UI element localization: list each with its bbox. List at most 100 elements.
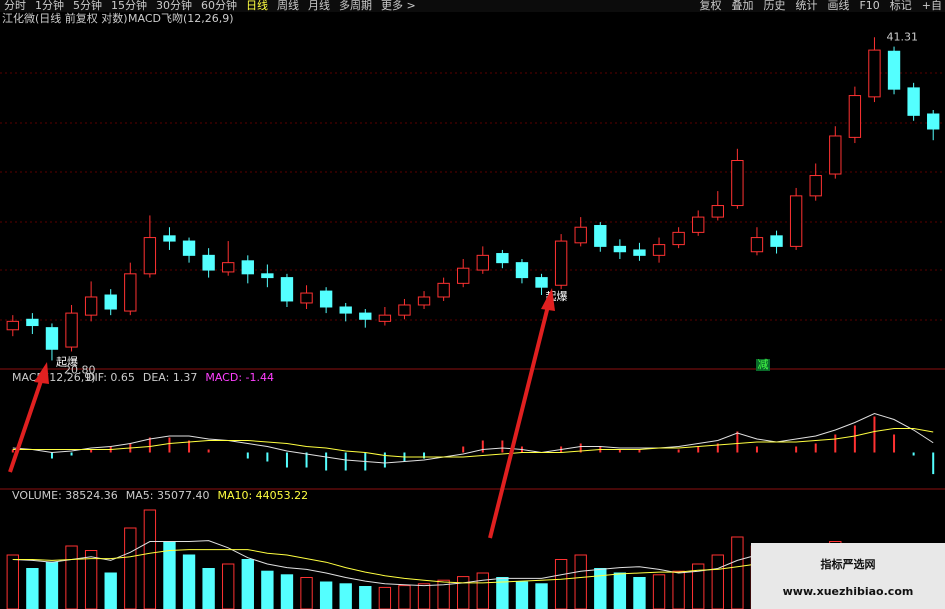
low-price-label: 20.80: [64, 363, 95, 376]
volume-bar: [319, 581, 333, 609]
volume-bar: [652, 574, 666, 609]
volume-bar: [535, 583, 548, 609]
stock-title: 江化微(日线 前复权 对数): [2, 11, 128, 25]
candle-body: [476, 254, 489, 271]
candle-body: [789, 195, 803, 247]
candle-body: [280, 277, 294, 302]
candle-body: [887, 50, 901, 90]
candle-body: [398, 304, 411, 316]
volume-bar: [202, 568, 215, 609]
candle-body: [613, 245, 627, 253]
volume-bar: [45, 561, 59, 609]
candle-body: [829, 135, 842, 175]
high-price-label: 41.31: [886, 30, 918, 43]
candle-body: [770, 235, 783, 247]
candle-body: [535, 277, 548, 288]
candle-body: [124, 273, 137, 312]
toolbar-button[interactable]: 复权: [699, 0, 721, 12]
dea-line: [12, 428, 934, 458]
candle-body: [457, 267, 470, 284]
toolbar-tab[interactable]: 30分钟: [156, 0, 192, 12]
toolbar-tab[interactable]: 多周期: [339, 0, 372, 12]
candle-body: [652, 244, 666, 256]
toolbar-tab[interactable]: 5分钟: [73, 0, 102, 12]
volume-bar: [241, 559, 254, 609]
volume-bar: [476, 572, 489, 609]
candle-body: [496, 253, 509, 264]
candle-body: [300, 292, 313, 304]
watermark-box: [751, 543, 945, 609]
candle-body: [359, 312, 372, 320]
candle-body: [65, 312, 78, 348]
toolbar-button[interactable]: 统计: [795, 0, 817, 12]
candle-body: [202, 254, 215, 271]
toolbar-tab[interactable]: 月线: [308, 0, 330, 12]
volume-bar: [496, 577, 509, 609]
volume-bar: [457, 576, 470, 609]
volume-bar: [104, 572, 117, 609]
volume-bar: [378, 586, 392, 609]
candle-body: [711, 205, 724, 218]
volume-bar: [84, 550, 98, 609]
volume-bar: [182, 554, 196, 609]
volume-bar: [574, 554, 587, 609]
toolbar-tab[interactable]: 60分钟: [201, 0, 237, 12]
candle-body: [848, 95, 862, 138]
candle-body: [45, 327, 59, 350]
toolbar-button[interactable]: 历史: [763, 0, 785, 12]
candle-body: [6, 320, 19, 331]
volume-bar: [339, 583, 352, 609]
candle-body: [554, 240, 568, 286]
reduce-label: 减: [758, 358, 769, 371]
candle-body: [633, 249, 646, 256]
volume-bar: [692, 563, 705, 609]
arrow: [8, 377, 44, 473]
toolbar-button[interactable]: F10: [859, 0, 879, 12]
volume-bar: [65, 545, 78, 609]
candle-body: [319, 290, 333, 308]
toolbar-tab[interactable]: 日线: [246, 0, 268, 12]
toolbar: [0, 0, 945, 12]
toolbar-tab[interactable]: 更多 >: [381, 0, 416, 12]
toolbar-tab[interactable]: 15分钟: [111, 0, 147, 12]
volume-bar: [124, 527, 137, 609]
candle-body: [26, 318, 39, 327]
toolbar-tab[interactable]: 分时: [4, 0, 26, 12]
reduce-badge: [756, 359, 770, 371]
toolbar-tab[interactable]: 1分钟: [35, 0, 64, 12]
candle-body: [927, 113, 940, 130]
macd-name: MACD(12,26,9): [12, 371, 96, 384]
watermark-title: 指标严选网: [821, 557, 876, 571]
macd-legend: DIF: 0.65: [86, 371, 135, 384]
candle-body: [163, 235, 176, 242]
arrow: [488, 305, 550, 539]
candle-body: [907, 87, 920, 116]
candle-body: [809, 175, 822, 197]
candle-body: [241, 260, 254, 275]
toolbar-tab[interactable]: 周线: [277, 0, 299, 12]
toolbar-button[interactable]: 标记: [890, 0, 912, 12]
toolbar-button[interactable]: +自: [922, 0, 942, 12]
volume-bar: [731, 536, 744, 609]
candle-body: [417, 296, 431, 306]
candle-body: [261, 273, 274, 279]
volume-bar: [594, 568, 607, 609]
candle-body: [84, 296, 98, 316]
candle-body: [692, 216, 705, 233]
volume-bar: [398, 585, 411, 609]
toolbar-button[interactable]: 画线: [827, 0, 849, 12]
volume-bar: [515, 581, 529, 609]
macd-legend: MACD: -1.44: [205, 371, 274, 384]
macd-legend: DEA: 1.37: [143, 371, 197, 384]
candle-body: [750, 237, 764, 253]
candle-body: [339, 306, 352, 314]
indicator-name: MACD飞吻(12,26,9): [128, 12, 234, 25]
candle-body: [574, 226, 587, 244]
candle-body: [182, 240, 196, 256]
volume-legend: VOLUME: 38524.36: [12, 489, 118, 502]
candle-body: [731, 160, 744, 207]
toolbar-button[interactable]: 叠加: [731, 0, 753, 12]
volume-bar: [143, 509, 157, 609]
candle-body: [594, 225, 607, 247]
